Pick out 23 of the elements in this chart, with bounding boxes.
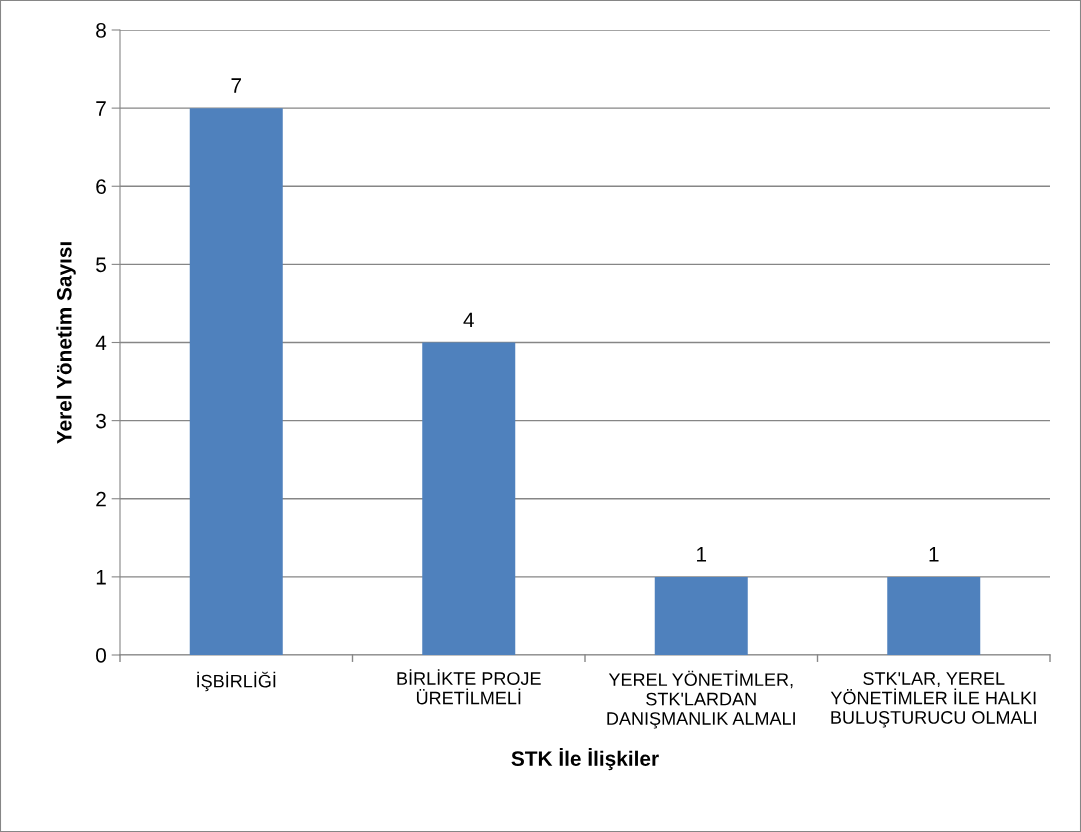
y-tick-label: 0 bbox=[96, 648, 106, 663]
data-label: 1 bbox=[929, 547, 939, 562]
bar bbox=[189, 108, 283, 655]
x-tick-label: YEREL YÖNETİMLER, STK'LARDAN DANIŞMANLIK ALMALI bbox=[607, 670, 795, 729]
bar bbox=[654, 576, 748, 655]
y-tick-label: 6 bbox=[96, 179, 106, 194]
data-label: 1 bbox=[697, 547, 707, 562]
bar bbox=[422, 342, 516, 655]
y-axis-title: Yerel Yönetim Sayısı bbox=[56, 242, 76, 444]
y-tick-label: 3 bbox=[96, 413, 106, 429]
y-tick-label: 7 bbox=[96, 101, 106, 116]
y-tick-label: 2 bbox=[96, 491, 106, 507]
data-label: 4 bbox=[463, 312, 474, 328]
y-tick-label: 8 bbox=[96, 23, 106, 38]
y-tick-label: 5 bbox=[96, 257, 106, 273]
bar bbox=[887, 576, 981, 655]
data-label: 7 bbox=[231, 78, 241, 93]
x-axis-title: STK İle İlişkiler bbox=[511, 748, 659, 771]
y-tick-label: 4 bbox=[95, 335, 107, 351]
x-tick-label: BİRLİKTE PROJE ÜRETİLMELİ bbox=[397, 669, 541, 705]
x-tick-label: İŞBİRLİĞİ bbox=[197, 671, 276, 692]
y-tick-label: 1 bbox=[96, 570, 106, 585]
x-tick-label: STK'LAR, YEREL YÖNETİMLER İLE HALKI BULUŞTURUCU OLMALI bbox=[830, 672, 1036, 728]
